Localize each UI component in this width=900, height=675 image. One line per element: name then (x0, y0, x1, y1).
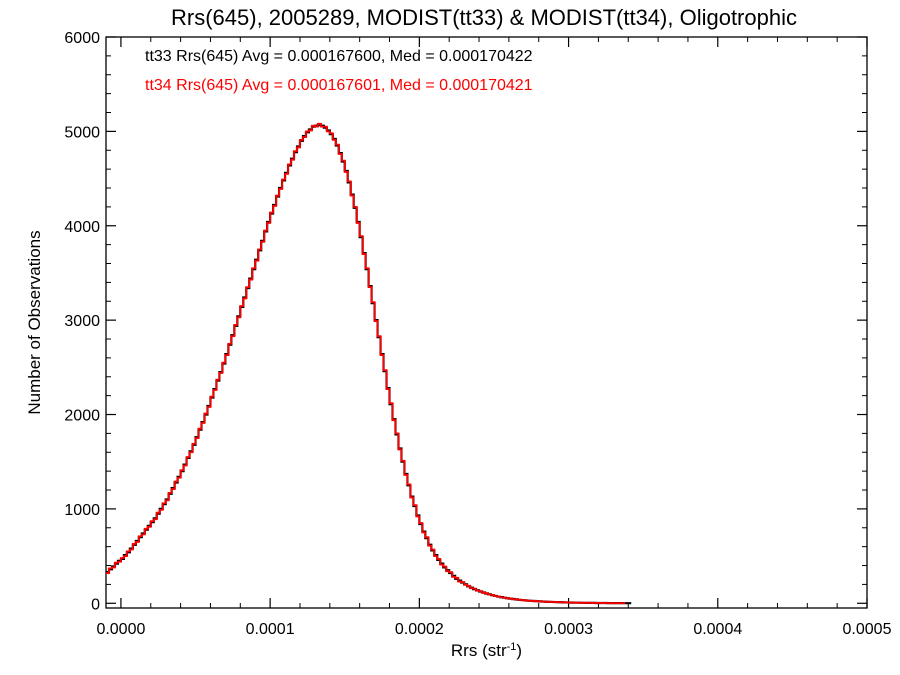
annotation-line: tt33 Rrs(645) Avg = 0.000167600, Med = 0… (145, 48, 533, 65)
y-axis: 0 1000 2000 3000 4000 5000 6000 (64, 30, 867, 613)
x-axis-label-base: Rrs (str (451, 641, 507, 660)
y-tick-label: 4000 (64, 219, 100, 236)
y-tick-label: 1000 (64, 502, 100, 519)
x-axis-label-sup: -1 (507, 641, 517, 653)
x-tick-label: 0.0001 (246, 621, 295, 638)
y-axis-label: Number of Observations (25, 230, 44, 414)
y-tick-label: 0 (91, 596, 100, 613)
x-axis-label: Rrs (str-1) (451, 641, 522, 660)
y-tick-label: 6000 (64, 30, 100, 47)
histogram-series-2 (106, 122, 626, 605)
y-tick-label: 2000 (64, 408, 100, 425)
x-axis: 0.0000 0.0001 0.0002 0.0003 0.0004 0.0005 (96, 37, 892, 638)
x-tick-label: 0.0005 (843, 621, 892, 638)
chart-title: Rrs(645), 2005289, MODIST(tt33) & MODIST… (171, 5, 797, 30)
histogram-series-1 (106, 123, 632, 605)
annotation-line: tt34 Rrs(645) Avg = 0.000167601, Med = 0… (145, 77, 533, 94)
x-tick-label: 0.0002 (395, 621, 444, 638)
x-axis-label-end: ) (516, 641, 522, 660)
x-tick-label: 0.0003 (544, 621, 593, 638)
y-tick-label: 5000 (64, 124, 100, 141)
x-tick-label: 0.0004 (693, 621, 742, 638)
y-tick-label: 3000 (64, 313, 100, 330)
x-tick-label: 0.0000 (96, 621, 145, 638)
annotations: tt33 Rrs(645) Avg = 0.000167600, Med = 0… (145, 48, 533, 94)
series-layer (106, 122, 632, 605)
plot-frame (105, 36, 868, 609)
